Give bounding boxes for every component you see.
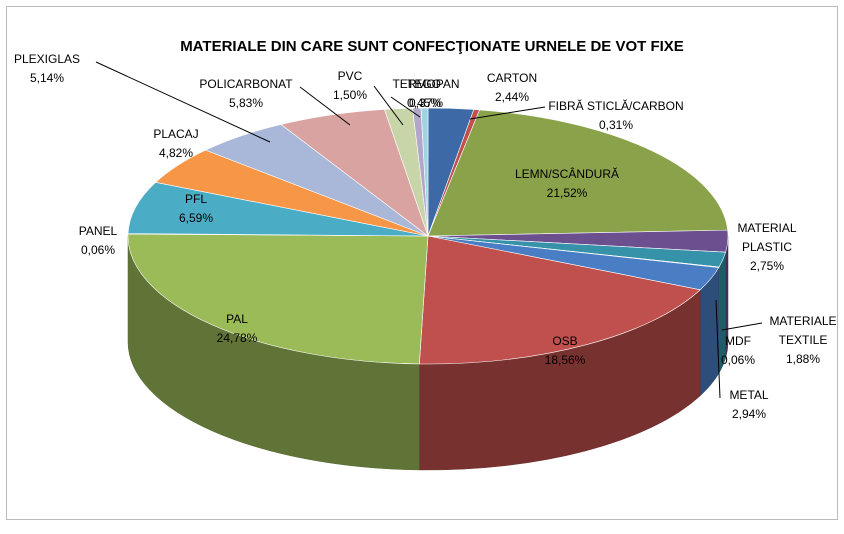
category-label: TEGO: [407, 77, 441, 91]
value-label: 2,94%: [732, 407, 766, 421]
chart-title: MATERIALE DIN CARE SUNT CONFECŢIONATE UR…: [180, 38, 684, 55]
pie-slice: [127, 181, 429, 237]
value-label: 0,06%: [81, 243, 115, 257]
category-label: PFL: [185, 192, 207, 206]
leader-line: [721, 322, 763, 331]
value-label: 0,31%: [599, 118, 633, 132]
leader-line: [390, 96, 421, 118]
value-label: 2,44%: [495, 90, 529, 104]
category-label: PLEXIGLAS: [14, 52, 80, 66]
value-label: 2,75%: [750, 259, 784, 273]
value-label: 1,50%: [333, 88, 367, 102]
leader-line: [95, 61, 271, 143]
value-label: 18,56%: [545, 353, 586, 367]
pie-slice: [420, 107, 429, 237]
label-line: MATERIAL: [737, 221, 796, 235]
pie-slice: [427, 109, 729, 237]
category-label: OSB: [552, 334, 577, 348]
category-label: CARTON: [487, 71, 537, 85]
category-label: PLACAJ: [153, 127, 198, 141]
value-label: 21,52%: [547, 186, 588, 200]
value-label: 0,06%: [721, 353, 755, 367]
category-label: PVC: [338, 69, 363, 83]
value-label: 6,59%: [179, 211, 213, 225]
label-line: PLASTIC: [742, 240, 792, 254]
value-label: 5,14%: [30, 71, 64, 85]
category-label: LEMN/SCÂNDURĂ: [515, 166, 619, 181]
category-label: MATERIALE TEXTILE: [769, 314, 836, 347]
value-label: 0,45%: [407, 96, 441, 110]
value-label: 4,82%: [159, 146, 193, 160]
leader-line: [469, 106, 546, 120]
value-label: 24,78%: [217, 331, 258, 345]
pie-slice: [419, 235, 701, 365]
category-label: METAL: [729, 388, 768, 402]
leader-line: [373, 85, 404, 126]
category-label: TERMOPAN: [392, 77, 459, 91]
category-label: PAL: [226, 312, 248, 326]
category-label: FIBRĂ STICLĂ/CARBON: [548, 98, 683, 113]
category-label: MATERIAL PLASTIC: [737, 221, 796, 254]
chart-frame: [6, 6, 838, 520]
pie-slice: [127, 233, 429, 365]
leader-line: [299, 86, 351, 126]
category-label: MDF: [725, 334, 751, 348]
value-label: 0,37%: [409, 96, 443, 110]
label-line: MATERIALE: [769, 314, 836, 328]
category-label: POLICARBONAT: [199, 77, 293, 91]
category-label: PANEL: [79, 224, 118, 238]
label-line: TEXTILE: [779, 333, 828, 347]
value-label: 1,88%: [786, 352, 820, 366]
leader-line: [715, 299, 721, 399]
value-label: 5,83%: [229, 96, 263, 110]
